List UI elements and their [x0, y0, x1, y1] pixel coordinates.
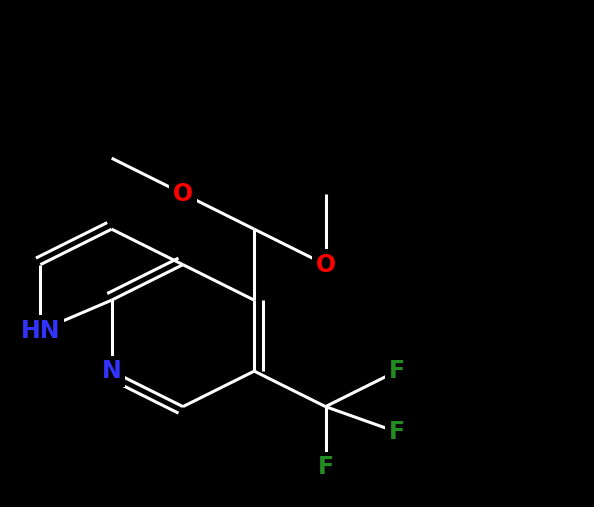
- Text: O: O: [173, 182, 193, 206]
- Text: O: O: [315, 252, 336, 277]
- Text: HN: HN: [21, 318, 60, 343]
- Text: F: F: [388, 420, 405, 444]
- Text: F: F: [317, 455, 334, 480]
- Text: F: F: [388, 359, 405, 383]
- Text: N: N: [102, 359, 122, 383]
